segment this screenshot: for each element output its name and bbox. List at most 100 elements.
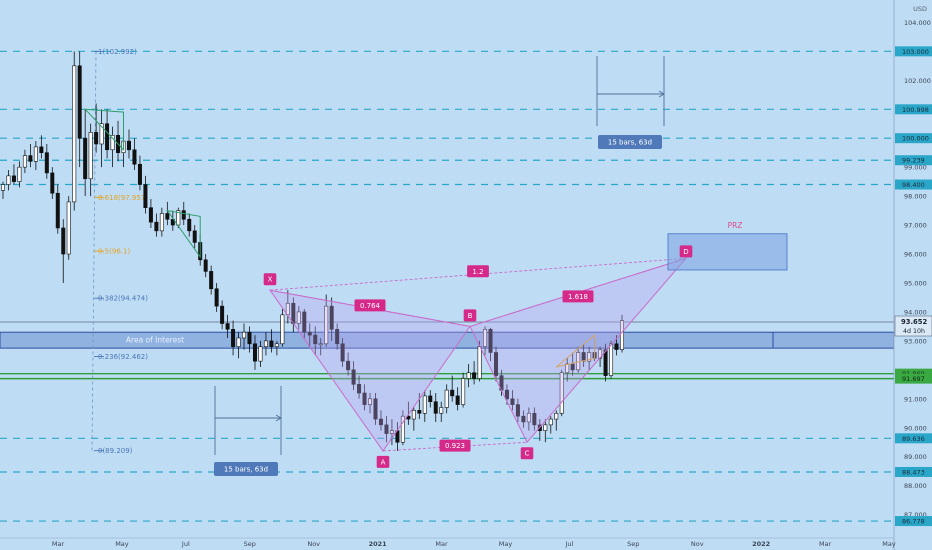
candle xyxy=(411,407,416,431)
candle xyxy=(105,109,110,159)
price-level-tag[interactable]: 88.473 xyxy=(895,466,932,477)
candle xyxy=(50,167,55,200)
currency-label: USD xyxy=(913,5,927,13)
svg-text:0.764: 0.764 xyxy=(360,302,381,310)
time-axis[interactable]: Mar May Jul Sep Nov 2021 Mar May Jul Sep Nov 2022 Ma… xyxy=(0,537,896,548)
harmonic-pattern[interactable]: PRZ X A B C D 0.764 1.2 1.618 0.923 xyxy=(263,221,788,468)
bar-count-tool[interactable]: 15 bars, 63d xyxy=(596,56,665,149)
price-tick-label: 94.000 xyxy=(904,308,927,316)
candle xyxy=(587,346,592,370)
ratio-badge-bd[interactable]: 1.618 xyxy=(562,290,594,303)
price-level-tag[interactable]: 91.697 xyxy=(895,373,932,384)
candle xyxy=(368,393,373,414)
candle xyxy=(318,337,323,356)
candle xyxy=(165,201,170,226)
price-axis[interactable]: USD104.000103.000102.000101.000100.00099… xyxy=(893,0,932,550)
candle xyxy=(154,213,159,237)
svg-text:4d 10h: 4d 10h xyxy=(903,328,925,335)
candle xyxy=(444,384,449,414)
price-levels xyxy=(0,50,894,522)
svg-text:100.000: 100.000 xyxy=(902,135,929,143)
candle xyxy=(225,314,230,338)
price-level-tag[interactable]: 103.000 xyxy=(895,46,932,57)
svg-text:99.239: 99.239 xyxy=(902,157,925,165)
candle xyxy=(346,352,351,376)
svg-text:103.000: 103.000 xyxy=(902,48,929,56)
time-tick-label: May xyxy=(115,540,129,548)
candle xyxy=(203,254,208,278)
candle xyxy=(335,323,340,350)
candle xyxy=(362,384,367,411)
candle xyxy=(559,369,564,417)
candle xyxy=(66,196,71,260)
price-level-tag[interactable]: 100.000 xyxy=(895,133,932,144)
candle xyxy=(466,364,471,388)
candle xyxy=(455,387,460,411)
prz-label: PRZ xyxy=(728,221,743,230)
candle xyxy=(1,181,5,200)
pattern-point-c[interactable]: C xyxy=(520,447,534,460)
price-level-tag[interactable]: 98.400 xyxy=(895,179,932,190)
candle xyxy=(373,393,378,425)
svg-text:C: C xyxy=(525,450,530,458)
candle xyxy=(44,143,49,179)
candle xyxy=(340,337,345,367)
pennant-highlight xyxy=(166,209,201,259)
candle xyxy=(609,340,614,379)
price-level-tag[interactable]: 99.239 xyxy=(895,155,932,166)
candle xyxy=(33,141,38,171)
candle xyxy=(6,170,11,191)
svg-text:98.400: 98.400 xyxy=(902,181,925,189)
candle xyxy=(329,297,334,341)
ratio-badge-ac[interactable]: 0.923 xyxy=(439,439,471,452)
candle xyxy=(543,419,548,443)
ratio-badge-xb[interactable]: 0.764 xyxy=(354,299,386,312)
fibonacci-retracement[interactable]: 1(102.992) 0.618(97.957) 0.5(96.1) 0.382(94… xyxy=(91,48,148,455)
candle xyxy=(532,407,537,431)
candle xyxy=(269,329,274,353)
price-level-tag[interactable]: 86.778 xyxy=(895,516,932,527)
pattern-point-a[interactable]: A xyxy=(376,455,390,468)
candle xyxy=(378,410,383,431)
price-tick-label: 98.000 xyxy=(904,193,927,201)
candle xyxy=(39,135,44,159)
price-tick-label: 97.000 xyxy=(904,222,927,230)
candle xyxy=(450,375,455,402)
candle xyxy=(389,419,394,446)
candle xyxy=(417,393,422,420)
candle xyxy=(231,320,236,356)
svg-text:89.636: 89.636 xyxy=(902,435,925,443)
price-tick-label: 96.000 xyxy=(904,251,927,259)
pattern-ratio-line xyxy=(269,257,687,291)
candle xyxy=(400,410,405,446)
candle xyxy=(11,164,16,185)
time-tick-label: May xyxy=(882,540,896,548)
bar-count-tools[interactable]: 15 bars, 63d 15 bars, 63d xyxy=(214,56,665,476)
time-tick-label: Jul xyxy=(181,540,190,548)
price-level-tag[interactable]: 100.998 xyxy=(895,104,932,115)
ratio-badge-xd[interactable]: 1.2 xyxy=(467,265,489,278)
bar-count-label: 15 bars, 63d xyxy=(224,466,268,474)
bar-count-tool[interactable]: 15 bars, 63d xyxy=(214,386,282,476)
candle xyxy=(137,155,142,191)
area-of-interest-label: Area of Interest xyxy=(126,336,184,345)
time-tick-label: Mar xyxy=(819,540,832,548)
candle xyxy=(554,410,559,431)
candle xyxy=(88,123,93,197)
pattern-point-x[interactable]: X xyxy=(263,273,277,286)
current-price-tag[interactable]: 93.652 4d 10h xyxy=(894,315,932,337)
pattern-ratio-line xyxy=(469,257,687,327)
candle xyxy=(526,407,531,431)
price-level-tag[interactable]: 89.636 xyxy=(895,433,932,444)
time-tick-label: Jul xyxy=(564,540,573,548)
price-tick-label: 99.000 xyxy=(904,164,927,172)
pattern-point-b[interactable]: B xyxy=(463,309,477,322)
candle xyxy=(148,199,153,228)
svg-text:86.778: 86.778 xyxy=(902,518,925,526)
pattern-point-d[interactable]: D xyxy=(679,245,693,258)
candle xyxy=(351,361,356,391)
candle xyxy=(313,326,318,356)
price-tick-label: 91.000 xyxy=(904,395,927,403)
candle xyxy=(603,343,608,382)
